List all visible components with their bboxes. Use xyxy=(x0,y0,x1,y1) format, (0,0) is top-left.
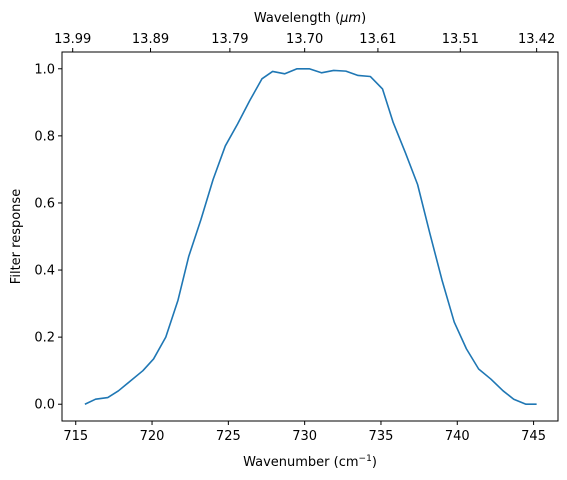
top-x-axis-label: Wavelength (μm) xyxy=(254,11,366,26)
top-tick-label: 13.61 xyxy=(359,32,396,47)
series-line-0 xyxy=(84,67,537,406)
plot-layer xyxy=(84,67,537,406)
y-tick-label: 0.8 xyxy=(34,129,55,144)
y-tick-label: 0.4 xyxy=(34,264,55,279)
y-tick-label: 1.0 xyxy=(34,62,55,77)
x-tick-label: 725 xyxy=(216,429,241,444)
x-tick-label: 715 xyxy=(63,429,88,444)
top-tick-label: 13.51 xyxy=(442,32,479,47)
x-tick-label: 720 xyxy=(140,429,165,444)
x-axis-label-superscript: −1 xyxy=(359,454,372,464)
x-tick-label: 740 xyxy=(445,429,470,444)
y-tick-label: 0.2 xyxy=(34,331,55,346)
y-axis-label: Filter response xyxy=(9,189,24,284)
x-tick-label: 745 xyxy=(521,429,546,444)
x-axis-label: Wavenumber (cm−1) xyxy=(243,454,377,470)
top-tick-label: 13.70 xyxy=(286,32,323,47)
axes-frame xyxy=(61,51,559,422)
top-tick-label: 13.99 xyxy=(54,32,91,47)
y-tick-label: 0.6 xyxy=(34,196,55,211)
top-x-axis: 13.99 13.89 13.79 13.70 13.61 13.51 13.42 xyxy=(54,32,555,52)
top-tick-label: 13.79 xyxy=(211,32,248,47)
top-tick-label: 13.89 xyxy=(132,32,169,47)
x-tick-label: 730 xyxy=(292,429,317,444)
y-tick-label: 0.0 xyxy=(34,398,55,413)
bottom-x-axis: 715 720 725 730 735 740 745 xyxy=(63,421,546,444)
y-axis: 0.0 0.2 0.4 0.6 0.8 1.0 xyxy=(34,62,62,413)
top-tick-label: 13.42 xyxy=(518,32,555,47)
x-tick-label: 735 xyxy=(369,429,394,444)
top-x-axis-label-unit: μm xyxy=(339,11,361,26)
